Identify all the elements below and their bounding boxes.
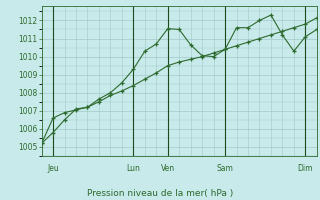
- Text: Ven: Ven: [161, 164, 175, 173]
- Text: Sam: Sam: [217, 164, 234, 173]
- Text: Lun: Lun: [126, 164, 140, 173]
- Text: Dim: Dim: [298, 164, 313, 173]
- Text: Jeu: Jeu: [47, 164, 59, 173]
- Text: Pression niveau de la mer( hPa ): Pression niveau de la mer( hPa ): [87, 189, 233, 198]
